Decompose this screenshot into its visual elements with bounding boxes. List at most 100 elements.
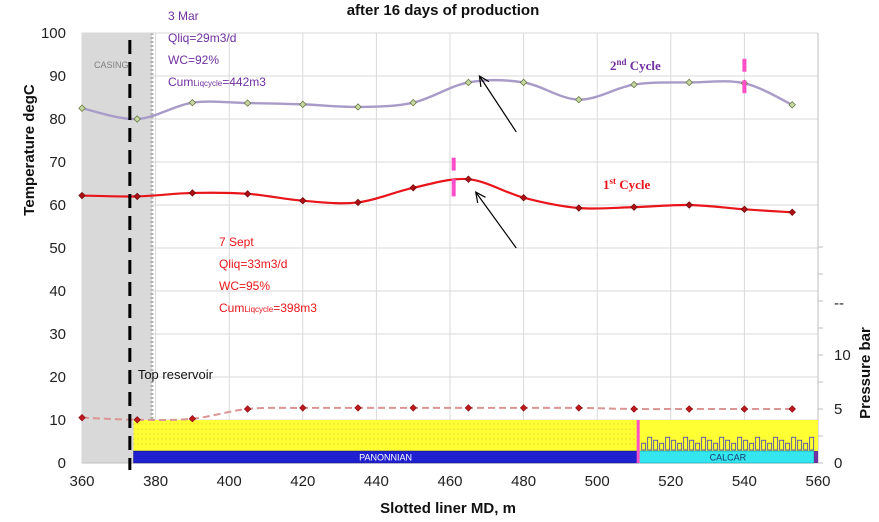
data-point-cycle1 xyxy=(188,189,197,197)
calcar-texture-block xyxy=(683,436,689,451)
calcar-texture-block xyxy=(701,436,707,451)
y-tick-label: 100 xyxy=(41,25,66,42)
casing-label: CASING xyxy=(94,60,129,70)
top-reservoir-label: Top reservoir xyxy=(138,367,214,382)
x-tick-label: 420 xyxy=(290,473,315,490)
data-point-cycle1 xyxy=(299,197,307,205)
calcar-texture-block xyxy=(779,439,785,451)
series-line-cycle1 xyxy=(81,177,793,214)
annotation-arrow-head xyxy=(478,74,490,87)
data-point-pressure xyxy=(740,405,749,413)
cycle2-note-cum-sub: Liqcycle xyxy=(193,79,222,88)
formation-strip: PANONNIAN CALCAR xyxy=(133,420,818,464)
calcar-texture-block xyxy=(809,436,815,451)
cycle2-note-line: Qliq=29m3/d xyxy=(168,31,236,45)
cycle1-label-num: 1 xyxy=(603,177,610,192)
data-point-pressure xyxy=(409,404,417,412)
data-point-cycle2 xyxy=(188,98,197,107)
x-tick-label: 380 xyxy=(143,473,168,490)
y2-tick-label: 0 xyxy=(834,455,842,472)
data-point-cycle2 xyxy=(788,101,796,109)
series-layer xyxy=(78,78,796,424)
y-tick-label: 50 xyxy=(49,240,66,257)
pink-position-mark xyxy=(742,80,747,94)
cycle1-note-cum-value: =398m3 xyxy=(273,301,317,315)
cycle2-note-line: 3 Mar xyxy=(168,9,199,23)
x-tick-label: 440 xyxy=(364,473,389,490)
data-point-cycle2 xyxy=(409,98,417,107)
x-tick-label: 500 xyxy=(585,473,610,490)
data-point-pressure xyxy=(78,413,86,422)
calcar-texture-block xyxy=(731,442,737,451)
calcar-texture-block xyxy=(773,436,779,451)
pink-position-mark xyxy=(451,157,456,171)
y-tick-label: 70 xyxy=(49,154,66,171)
calcar-texture-block xyxy=(713,442,719,451)
calcar-texture-block xyxy=(761,439,767,451)
data-point-cycle1 xyxy=(464,175,473,183)
cycle2-label-rest: Cycle xyxy=(627,58,662,73)
calcar-texture-block xyxy=(689,439,695,451)
x-tick-label: 480 xyxy=(511,473,536,490)
data-point-pressure xyxy=(575,404,583,412)
y2-tick-label: 5 xyxy=(834,401,842,418)
calcar-texture-block xyxy=(659,442,665,451)
data-point-pressure xyxy=(519,404,528,412)
cycle2-note-cum-prefix: Cum xyxy=(168,75,193,89)
cycle1-note-line: Qliq=33m3/d xyxy=(219,257,287,271)
calcar-texture-block xyxy=(755,436,761,451)
data-point-cycle1 xyxy=(354,198,362,207)
cycle2-label-sup: nd xyxy=(617,57,627,67)
x-tick-label: 460 xyxy=(437,473,462,490)
cycle1-note-line: WC=95% xyxy=(219,279,270,293)
calcar-texture-block xyxy=(671,439,677,451)
cycle1-label-sup: st xyxy=(610,176,617,186)
cycle1-note-cum: CumLiqcycle=398m3 xyxy=(219,301,317,315)
data-point-cycle2 xyxy=(243,99,252,107)
data-point-cycle2 xyxy=(575,95,583,104)
formation-end-cap xyxy=(814,451,818,463)
data-point-cycle2 xyxy=(464,78,473,87)
calcar-texture-block xyxy=(737,436,743,451)
calcar-texture-block xyxy=(791,436,797,451)
cycle2-note-line: WC=92% xyxy=(168,53,219,67)
data-point-cycle1 xyxy=(575,204,583,212)
y-tick-label: 0 xyxy=(58,455,66,472)
calcar-texture-block xyxy=(641,442,647,451)
calcar-texture-block xyxy=(797,439,803,451)
calcar-texture-block xyxy=(665,436,671,451)
pink-position-mark xyxy=(451,179,456,197)
data-point-cycle2 xyxy=(354,103,362,111)
annotations-layer: Top reservoir 3 Mar Qliq=29m3/d WC=92% CumLi… xyxy=(128,9,747,470)
cycle2-note-cum-value: =442m3 xyxy=(222,75,266,89)
cycle2-label: 2nd Cycle xyxy=(610,57,661,73)
y-tick-label: 90 xyxy=(49,68,66,85)
cycle2-label-num: 2 xyxy=(610,58,617,73)
data-point-cycle1 xyxy=(740,205,749,213)
y-tick-label: 40 xyxy=(49,283,66,300)
data-point-cycle1 xyxy=(133,192,141,201)
data-point-cycle2 xyxy=(519,78,528,87)
x-tick-label: 360 xyxy=(69,473,94,490)
annotation-arrow-shaft xyxy=(475,191,517,249)
data-point-cycle1 xyxy=(519,193,528,202)
x-tick-label: 560 xyxy=(805,473,830,490)
data-point-pressure xyxy=(188,415,197,423)
data-point-pressure xyxy=(133,416,141,424)
calcar-texture-block xyxy=(707,439,713,451)
calcar-texture-block xyxy=(767,442,773,451)
data-point-cycle1 xyxy=(788,208,796,217)
data-point-cycle2 xyxy=(78,104,86,112)
data-point-cycle2 xyxy=(630,80,638,89)
data-point-pressure xyxy=(685,405,693,413)
data-point-cycle1 xyxy=(409,184,417,192)
calcar-texture-block xyxy=(695,442,701,451)
y-axis-title: Temperature degC xyxy=(21,84,38,216)
calcar-texture-block xyxy=(749,442,755,451)
grid-lines xyxy=(81,32,823,464)
calcar-texture-block xyxy=(743,439,749,451)
series-line-pressure xyxy=(81,406,793,422)
calcar-texture-block xyxy=(725,439,731,451)
calcar-texture-block xyxy=(803,442,809,451)
